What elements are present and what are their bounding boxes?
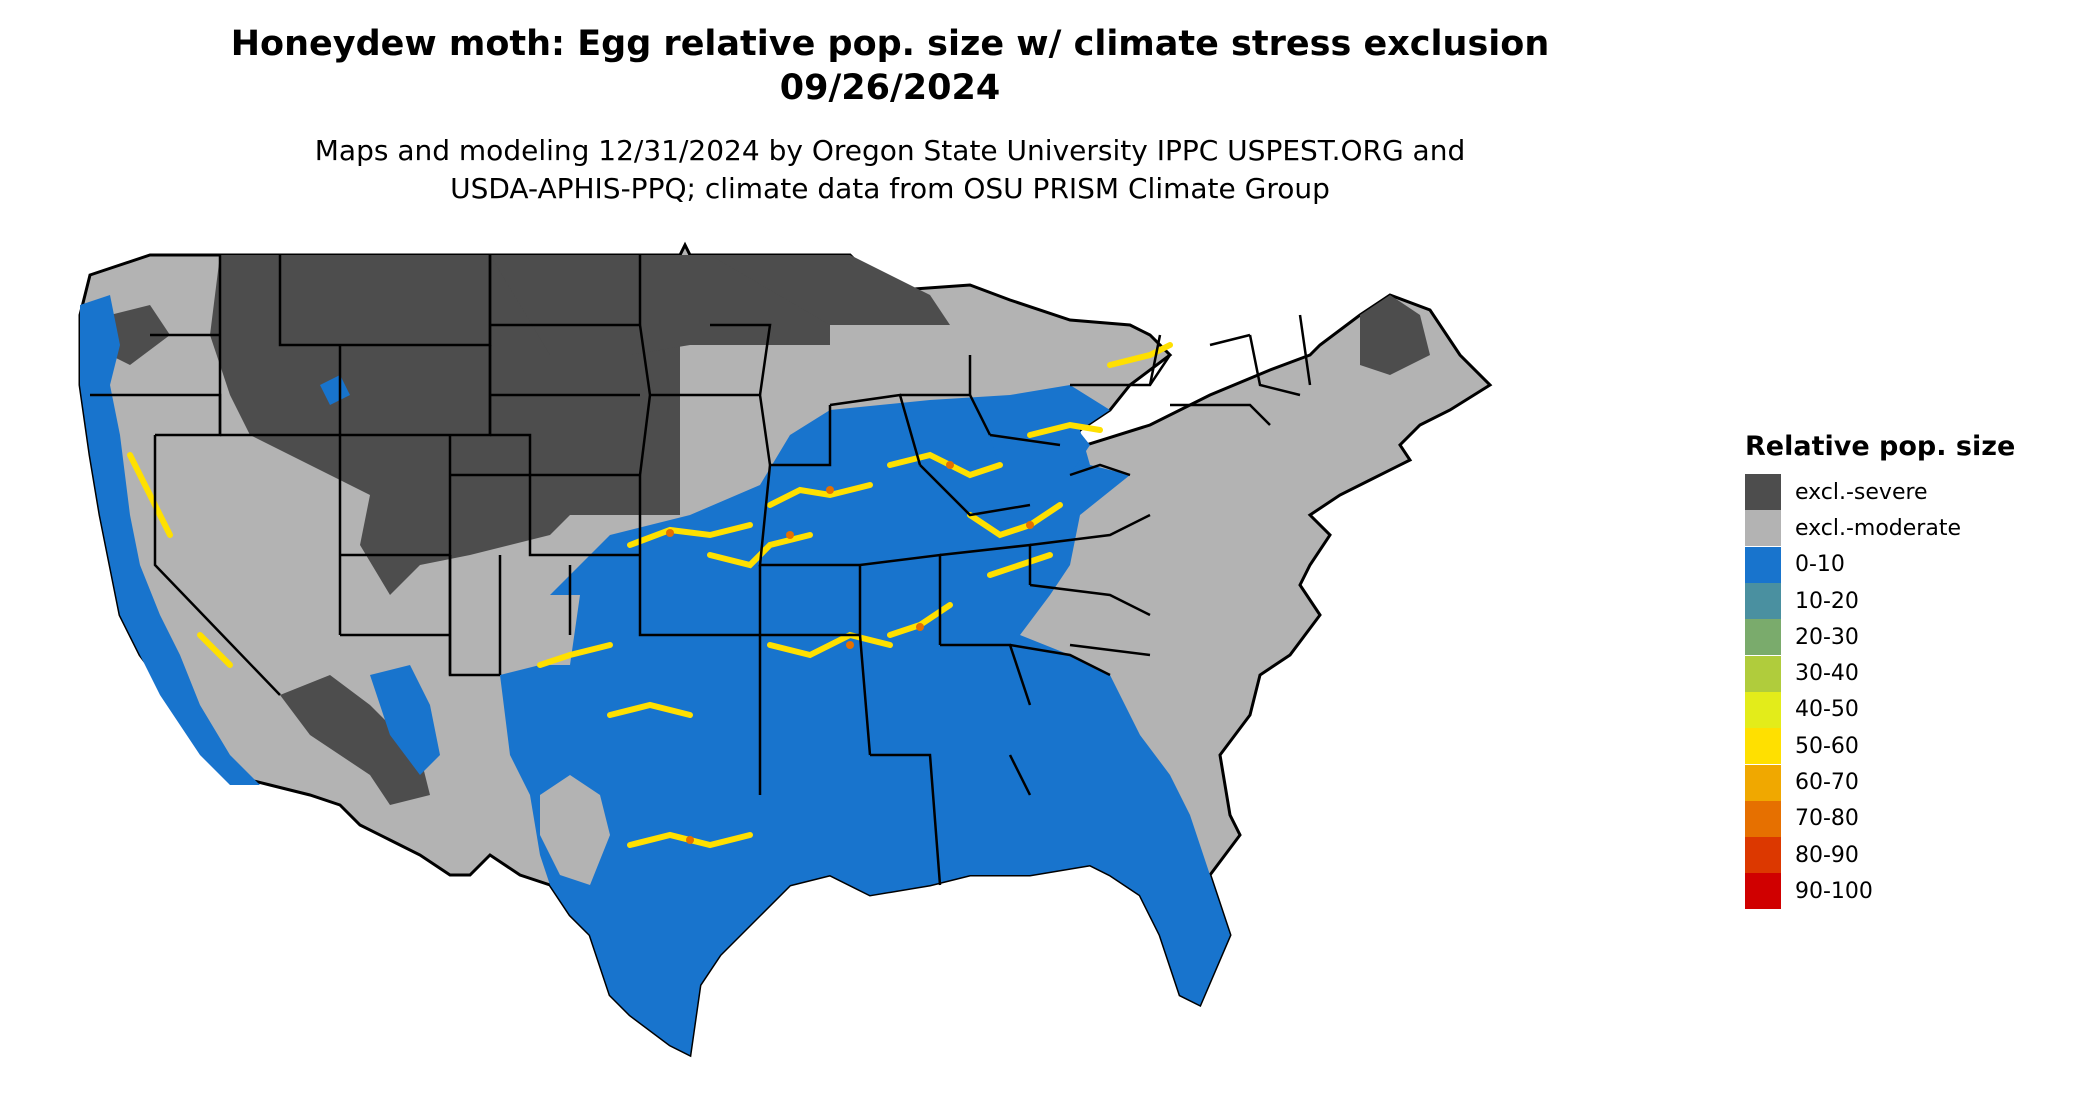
legend-swatch xyxy=(1745,619,1781,656)
legend-item: 0-10 xyxy=(1745,546,2075,583)
severe-regions xyxy=(110,255,1430,805)
legend-swatch xyxy=(1745,510,1781,547)
legend-label: 50-60 xyxy=(1795,733,1859,759)
legend-swatch xyxy=(1745,728,1781,765)
legend-title: Relative pop. size xyxy=(1745,431,2016,462)
us-map-svg xyxy=(78,241,1493,1058)
legend-items: excl.-severe excl.-moderate 0-10 10-20 20-30… xyxy=(1745,474,2075,910)
legend-swatch xyxy=(1745,800,1781,837)
legend-label: 40-50 xyxy=(1795,697,1859,723)
map-subtitle: Maps and modeling 12/31/2024 by Oregon S… xyxy=(0,132,1780,208)
legend-swatch xyxy=(1745,546,1781,583)
legend-swatch xyxy=(1745,474,1781,511)
legend-item: 50-60 xyxy=(1745,728,2075,765)
title-block: Honeydew moth: Egg relative pop. size w/… xyxy=(0,22,1780,208)
legend-item: excl.-moderate xyxy=(1745,510,2075,547)
legend-item: 20-30 xyxy=(1745,619,2075,656)
subtitle-line2: USDA-APHIS-PPQ; climate data from OSU PR… xyxy=(450,172,1330,205)
subtitle-line1: Maps and modeling 12/31/2024 by Oregon S… xyxy=(314,134,1466,167)
legend-item: 30-40 xyxy=(1745,655,2075,692)
legend-label: 20-30 xyxy=(1795,624,1859,650)
legend-label: 60-70 xyxy=(1795,770,1859,796)
legend-swatch xyxy=(1745,837,1781,874)
legend-label: excl.-moderate xyxy=(1795,515,1961,541)
legend-label: 90-100 xyxy=(1795,878,1873,904)
legend-label: excl.-severe xyxy=(1795,479,1928,505)
us-map xyxy=(70,235,1720,1115)
legend-swatch xyxy=(1745,655,1781,692)
legend-item: 90-100 xyxy=(1745,873,2075,910)
legend: Relative pop. size excl.-severe excl.-mod… xyxy=(1745,430,2075,910)
legend-item: 70-80 xyxy=(1745,800,2075,837)
legend-swatch xyxy=(1745,764,1781,801)
legend-item: excl.-severe xyxy=(1745,474,2075,511)
legend-item: 40-50 xyxy=(1745,691,2075,728)
legend-swatch xyxy=(1745,691,1781,728)
legend-label: 0-10 xyxy=(1795,552,1845,578)
legend-item: 60-70 xyxy=(1745,764,2075,801)
map-title-line1: Honeydew moth: Egg relative pop. size w/… xyxy=(230,24,1550,64)
high-population-spots xyxy=(666,461,1034,844)
state-boundaries xyxy=(90,255,1312,886)
legend-swatch xyxy=(1745,873,1781,910)
legend-label: 10-20 xyxy=(1795,588,1859,614)
low-population-regions xyxy=(80,295,1230,1055)
legend-label: 70-80 xyxy=(1795,806,1859,832)
legend-item: 10-20 xyxy=(1745,583,2075,620)
legend-label: 80-90 xyxy=(1795,842,1859,868)
legend-label: 30-40 xyxy=(1795,661,1859,687)
map-title-date: 09/26/2024 xyxy=(779,68,1001,108)
legend-swatch xyxy=(1745,583,1781,620)
legend-item: 80-90 xyxy=(1745,837,2075,874)
west-texas-moderate xyxy=(480,595,610,885)
